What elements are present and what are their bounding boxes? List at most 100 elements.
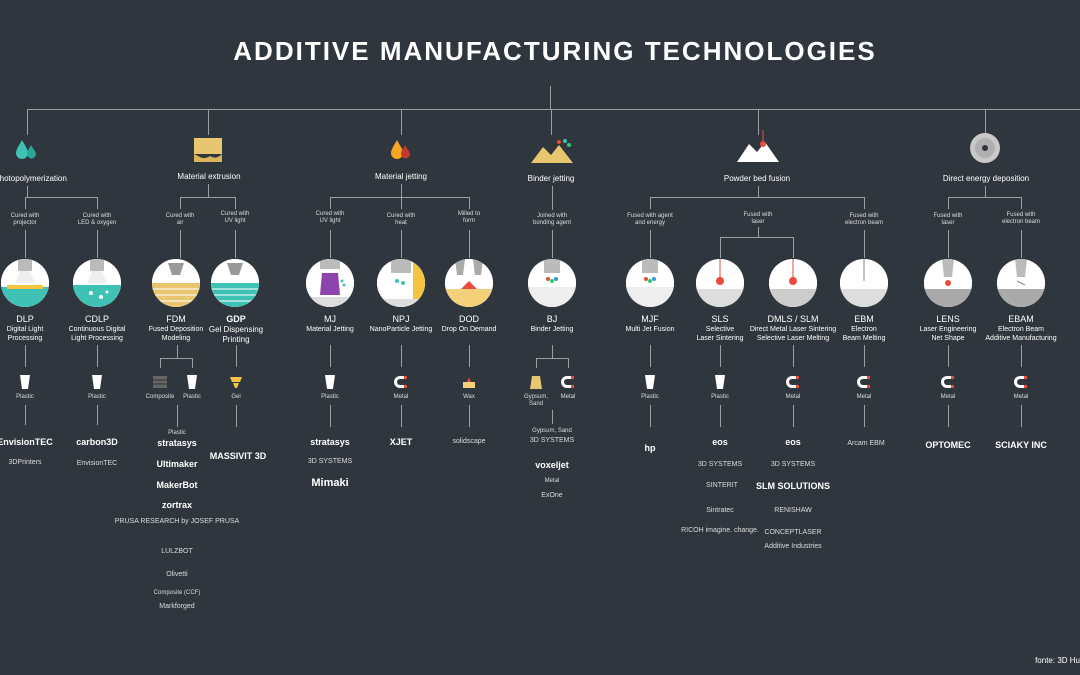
brand-logo: MASSIVIT 3D xyxy=(209,451,267,461)
npj-illustration xyxy=(377,259,425,307)
tech-code: FDM xyxy=(166,314,186,324)
drops-icon xyxy=(388,137,414,163)
sub-branch-line xyxy=(948,197,1022,198)
magnet-icon xyxy=(856,374,872,390)
stem xyxy=(401,405,402,427)
lens-illustration xyxy=(924,259,972,307)
tech-name: Laser Engineering Net Shape xyxy=(919,326,977,342)
brand-logo: voxeljet xyxy=(535,460,569,470)
sub-branch-line xyxy=(330,197,470,198)
method-label: Cured with projector xyxy=(10,213,40,226)
tech-code: DOD xyxy=(459,314,479,324)
tech-code: MJF xyxy=(641,314,659,324)
material-label: Wax xyxy=(463,394,475,400)
stem xyxy=(401,230,402,258)
stem xyxy=(568,358,569,368)
stem xyxy=(864,405,865,427)
method-label: Fused with laser xyxy=(743,212,773,225)
tech-name: Selective Laser Sintering xyxy=(696,326,744,342)
brand-logo: stratasys xyxy=(157,438,197,448)
category-connector xyxy=(27,109,28,135)
category-connector xyxy=(551,109,552,135)
mjf-illustration xyxy=(626,259,674,307)
stem xyxy=(864,345,865,367)
sub-connector xyxy=(208,184,209,198)
brand-logo: Additive Industries xyxy=(764,543,822,550)
brand-logo: Mimaki xyxy=(311,477,349,489)
dod-illustration xyxy=(445,259,493,307)
stem xyxy=(650,405,651,427)
stem xyxy=(1021,197,1022,209)
extrusion-icon xyxy=(192,136,224,164)
brand-group-heading: Plastic xyxy=(168,430,186,436)
tech-code: DMLS / SLM xyxy=(767,314,819,324)
material-label: Plastic xyxy=(711,394,729,400)
tech-code: EBM xyxy=(854,314,874,324)
stem xyxy=(793,237,794,258)
material-label: Plastic xyxy=(88,394,106,400)
fdm-illustration xyxy=(152,259,200,307)
method-label: Cured with LED & oxygen xyxy=(77,213,117,226)
brand-logo: LULZBOT xyxy=(161,548,193,555)
stem xyxy=(97,345,98,367)
stem xyxy=(864,197,865,209)
brand-group-heading: Composite (CCF) xyxy=(153,590,201,596)
brand-logo: Ultimaker xyxy=(156,459,198,469)
category-label: Material extrusion xyxy=(177,172,241,181)
brand-logo: stratasys xyxy=(310,437,350,447)
sub-branch-line xyxy=(536,358,569,359)
bj-illustration xyxy=(528,259,576,307)
material-label: Metal xyxy=(560,394,576,400)
method-label: Cured with heat xyxy=(386,213,416,226)
tech-name: Direct Metal Laser Sintering Selective L… xyxy=(749,326,837,342)
stem xyxy=(97,405,98,425)
tech-code: EBAM xyxy=(1008,314,1034,324)
material-label: Plastic xyxy=(183,394,201,400)
stem xyxy=(948,230,949,258)
wax-icon xyxy=(461,374,477,390)
stem xyxy=(650,230,651,258)
category-label: Material jetting xyxy=(374,172,428,181)
tech-name: Material Jetting xyxy=(306,326,354,333)
sand-pile-icon xyxy=(529,137,575,165)
brand-logo: SLM SOLUTIONS xyxy=(756,481,830,491)
tech-name: Fused Deposition Modeling xyxy=(148,326,204,342)
sub-connector xyxy=(552,186,553,210)
brand-logo: SCIAKY INC xyxy=(995,440,1047,450)
brand-logo: zortrax xyxy=(161,500,193,510)
stem xyxy=(97,197,98,209)
cdlp-illustration xyxy=(73,259,121,307)
tech-name: Drop On Demand xyxy=(441,326,497,333)
category-connector xyxy=(758,109,759,135)
magnet-icon xyxy=(940,374,956,390)
sub-connector xyxy=(758,227,759,238)
stem xyxy=(720,237,721,258)
material-label: Metal xyxy=(1013,394,1029,400)
stem xyxy=(236,345,237,367)
brand-logo: ExOne xyxy=(541,492,563,499)
stem xyxy=(948,345,949,367)
stem xyxy=(650,197,651,209)
brand-logo: Markforged xyxy=(159,603,195,610)
root-connector xyxy=(550,86,551,110)
method-label: Cured with air xyxy=(165,213,195,226)
stem xyxy=(552,230,553,258)
material-label: Metal xyxy=(940,394,956,400)
method-label: Fused with electron beam xyxy=(1001,212,1041,225)
category-label: Binder jetting xyxy=(527,174,575,183)
tech-code: LENS xyxy=(936,314,960,324)
brand-logo: solidscape xyxy=(452,438,486,445)
sub-connector xyxy=(985,186,986,198)
sub-connector xyxy=(758,186,759,198)
brand-logo: OPTOMEC xyxy=(925,440,971,450)
material-label: Metal xyxy=(393,394,409,400)
stem xyxy=(25,405,26,425)
laser-powder-icon xyxy=(735,130,781,164)
stem xyxy=(469,345,470,367)
stem xyxy=(330,345,331,367)
sub-branch-line xyxy=(25,197,98,198)
stem xyxy=(552,410,553,424)
brand-logo: hp xyxy=(644,443,656,453)
gel-icon xyxy=(228,374,244,390)
method-label: Cured with UV light xyxy=(315,211,345,224)
